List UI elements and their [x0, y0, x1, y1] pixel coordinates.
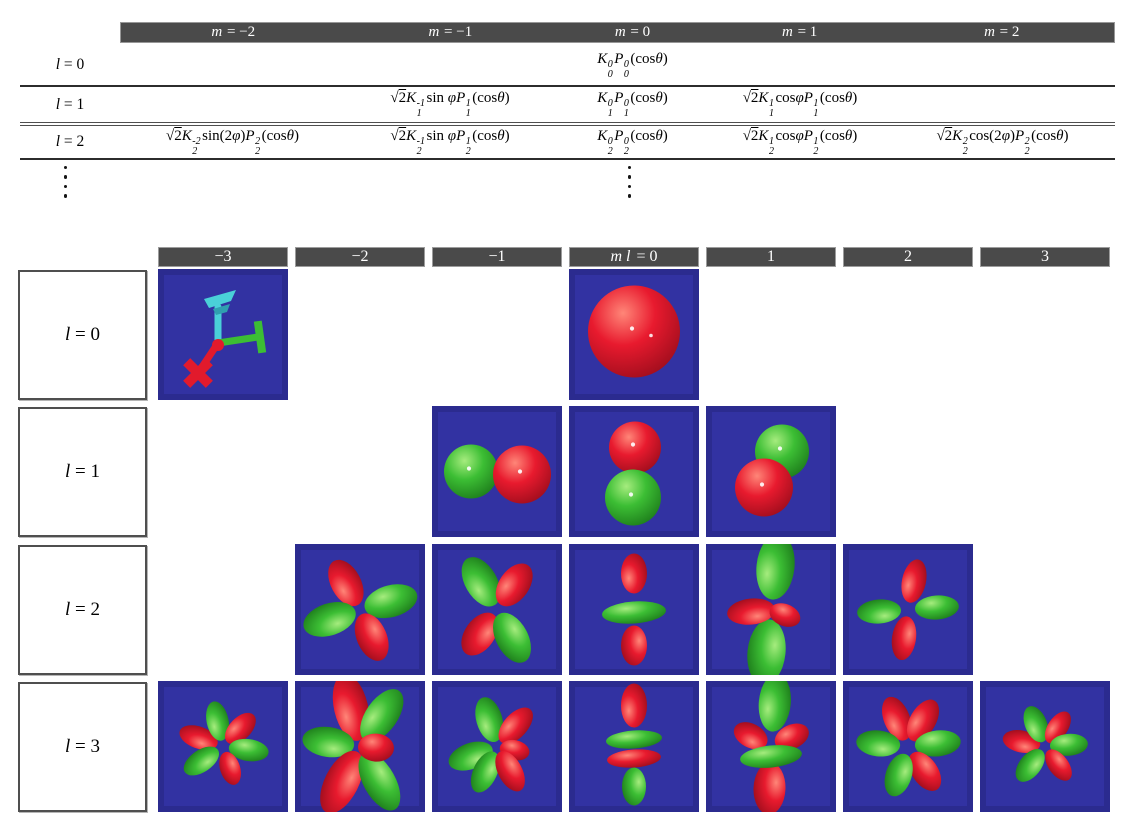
grid-column-header-m3: 3: [980, 247, 1110, 267]
ellipsis-dot: [628, 175, 632, 179]
orbital-tile-l3-m0: [569, 681, 699, 812]
m-column-header-1: m = −1: [428, 24, 473, 40]
formula-cell-l2-m2: √2K 2 2 cos(2φ)P 2 2 (cosθ): [890, 127, 1115, 157]
ellipsis-dot: [64, 194, 68, 198]
formula-cell-l0-m0: K 0 0 P 0 0 (cosθ): [555, 50, 710, 80]
m-column-header-0: m = −2: [211, 24, 256, 40]
orbital-tile-l3-m-1: [432, 681, 562, 812]
formula-table-header-bar: m = −2 m = −1 m = 0 m = 1 m = 2: [120, 22, 1115, 43]
formula-cell-l2-m0: K 0 2 P 0 2 (cosθ): [555, 127, 710, 157]
formula-cell-l1-m0: K 0 1 P 0 1 (cosθ): [555, 89, 710, 119]
ellipsis-l-column: [64, 166, 68, 198]
formula-cell-l1-m-1: √2K -1 1 sin φP 1 1 (cosθ): [345, 89, 555, 119]
orbital-tile-l3-m1: [706, 673, 836, 815]
m-column-header-4: m = 2: [984, 24, 1020, 40]
orbital-tile-l2-m-2: [295, 544, 425, 675]
ellipsis-m0-column: [628, 166, 632, 198]
formula-row-l1: l = 1 √2K -1 1 sin φP 1 1 (cosθ) K 0 1 P 0 1 (cosθ) √2K…: [20, 87, 1115, 126]
orbital-tile-l1-m-1: [432, 406, 562, 537]
ellipsis-dot: [628, 184, 632, 189]
orbital-tile-l2-m2: [843, 544, 973, 675]
orbital-tile-l3-m-2: [295, 674, 425, 814]
row-label-l2: l = 2: [55, 133, 85, 150]
m-column-header-2: m = 0: [614, 24, 651, 40]
grid-column-header-m1: 1: [706, 247, 836, 267]
orbital-tile-l3-m3: [980, 681, 1110, 812]
formula-l1-m-1: √2K -1 1 sin φP 1 1 (cosθ): [390, 90, 510, 120]
formula-l2-m-1: √2K -1 2 sin φP 1 2 (cosθ): [390, 127, 510, 157]
formula-l0-m0: K 0 0 P 0 0 (cosθ): [597, 50, 668, 80]
grid-row-label-l0: l = 0: [18, 270, 147, 400]
ellipsis-dot: [628, 166, 632, 170]
formula-l2-m-2: √2K -2 2 sin(2φ)P 2 2 (cosθ): [166, 127, 299, 157]
grid-column-header-m2: 2: [843, 247, 973, 267]
ellipsis-dot: [64, 166, 68, 170]
axes-key-tile: [158, 269, 288, 400]
formula-l1-m1: √2K 1 1 cosφP 1 1 (cosθ): [742, 90, 858, 120]
formula-row-l0: l = 0 K 0 0 P 0 0 (cosθ): [20, 45, 1115, 87]
orbital-tile-l2-m-1: [432, 544, 562, 675]
orbital-tile-l3-m-3: [158, 681, 288, 812]
orbital-tile-l1-m1: [706, 406, 836, 537]
grid-column-header-m-3: −3: [158, 247, 288, 267]
formula-cell-l2-m-2: √2K -2 2 sin(2φ)P 2 2 (cosθ): [120, 127, 345, 157]
formula-l2-m2: √2K 2 2 cos(2φ)P 2 2 (cosθ): [936, 127, 1069, 157]
orbital-tile-l1-m0: [569, 406, 699, 537]
ellipsis-dot: [628, 194, 632, 198]
grid-row-label-l2: l = 2: [18, 545, 147, 675]
formula-cell-l2-m1: √2K 1 2 cosφP 1 2 (cosθ): [710, 127, 890, 157]
formula-l2-m1: √2K 1 2 cosφP 1 2 (cosθ): [742, 127, 858, 157]
grid-row-label-l1: l = 1: [18, 407, 147, 537]
grid-column-header-m-2: −2: [295, 247, 425, 267]
formula-cell-l1-m1: √2K 1 1 cosφP 1 1 (cosθ): [710, 89, 890, 119]
m-column-header-3: m = 1: [781, 24, 818, 40]
grid-column-header-m-1: −1: [432, 247, 562, 267]
formula-l2-m0: K 0 2 P 0 2 (cosθ): [597, 127, 668, 157]
orbital-tile-l2-m1: [706, 533, 836, 686]
grid-column-header-m0: m l = 0: [569, 247, 699, 267]
grid-row-label-l3: l = 3: [18, 682, 147, 812]
orbital-tile-l3-m2: [843, 681, 973, 812]
ellipsis-dot: [64, 184, 68, 189]
orbital-tile-l2-m0: [569, 544, 699, 675]
formula-row-l2: l = 2 √2K -2 2 sin(2φ)P 2 2 (cosθ) √2K -1 2 sin φP 1…: [20, 126, 1115, 160]
ellipsis-dot: [64, 175, 68, 179]
row-label-l0: l = 0: [55, 56, 85, 73]
row-label-l1: l = 1: [55, 95, 85, 113]
orbital-tile-l0-m0: [569, 269, 699, 400]
formula-cell-l2-m-1: √2K -1 2 sin φP 1 2 (cosθ): [345, 127, 555, 157]
formula-l1-m0: K 0 1 P 0 1 (cosθ): [597, 90, 668, 120]
